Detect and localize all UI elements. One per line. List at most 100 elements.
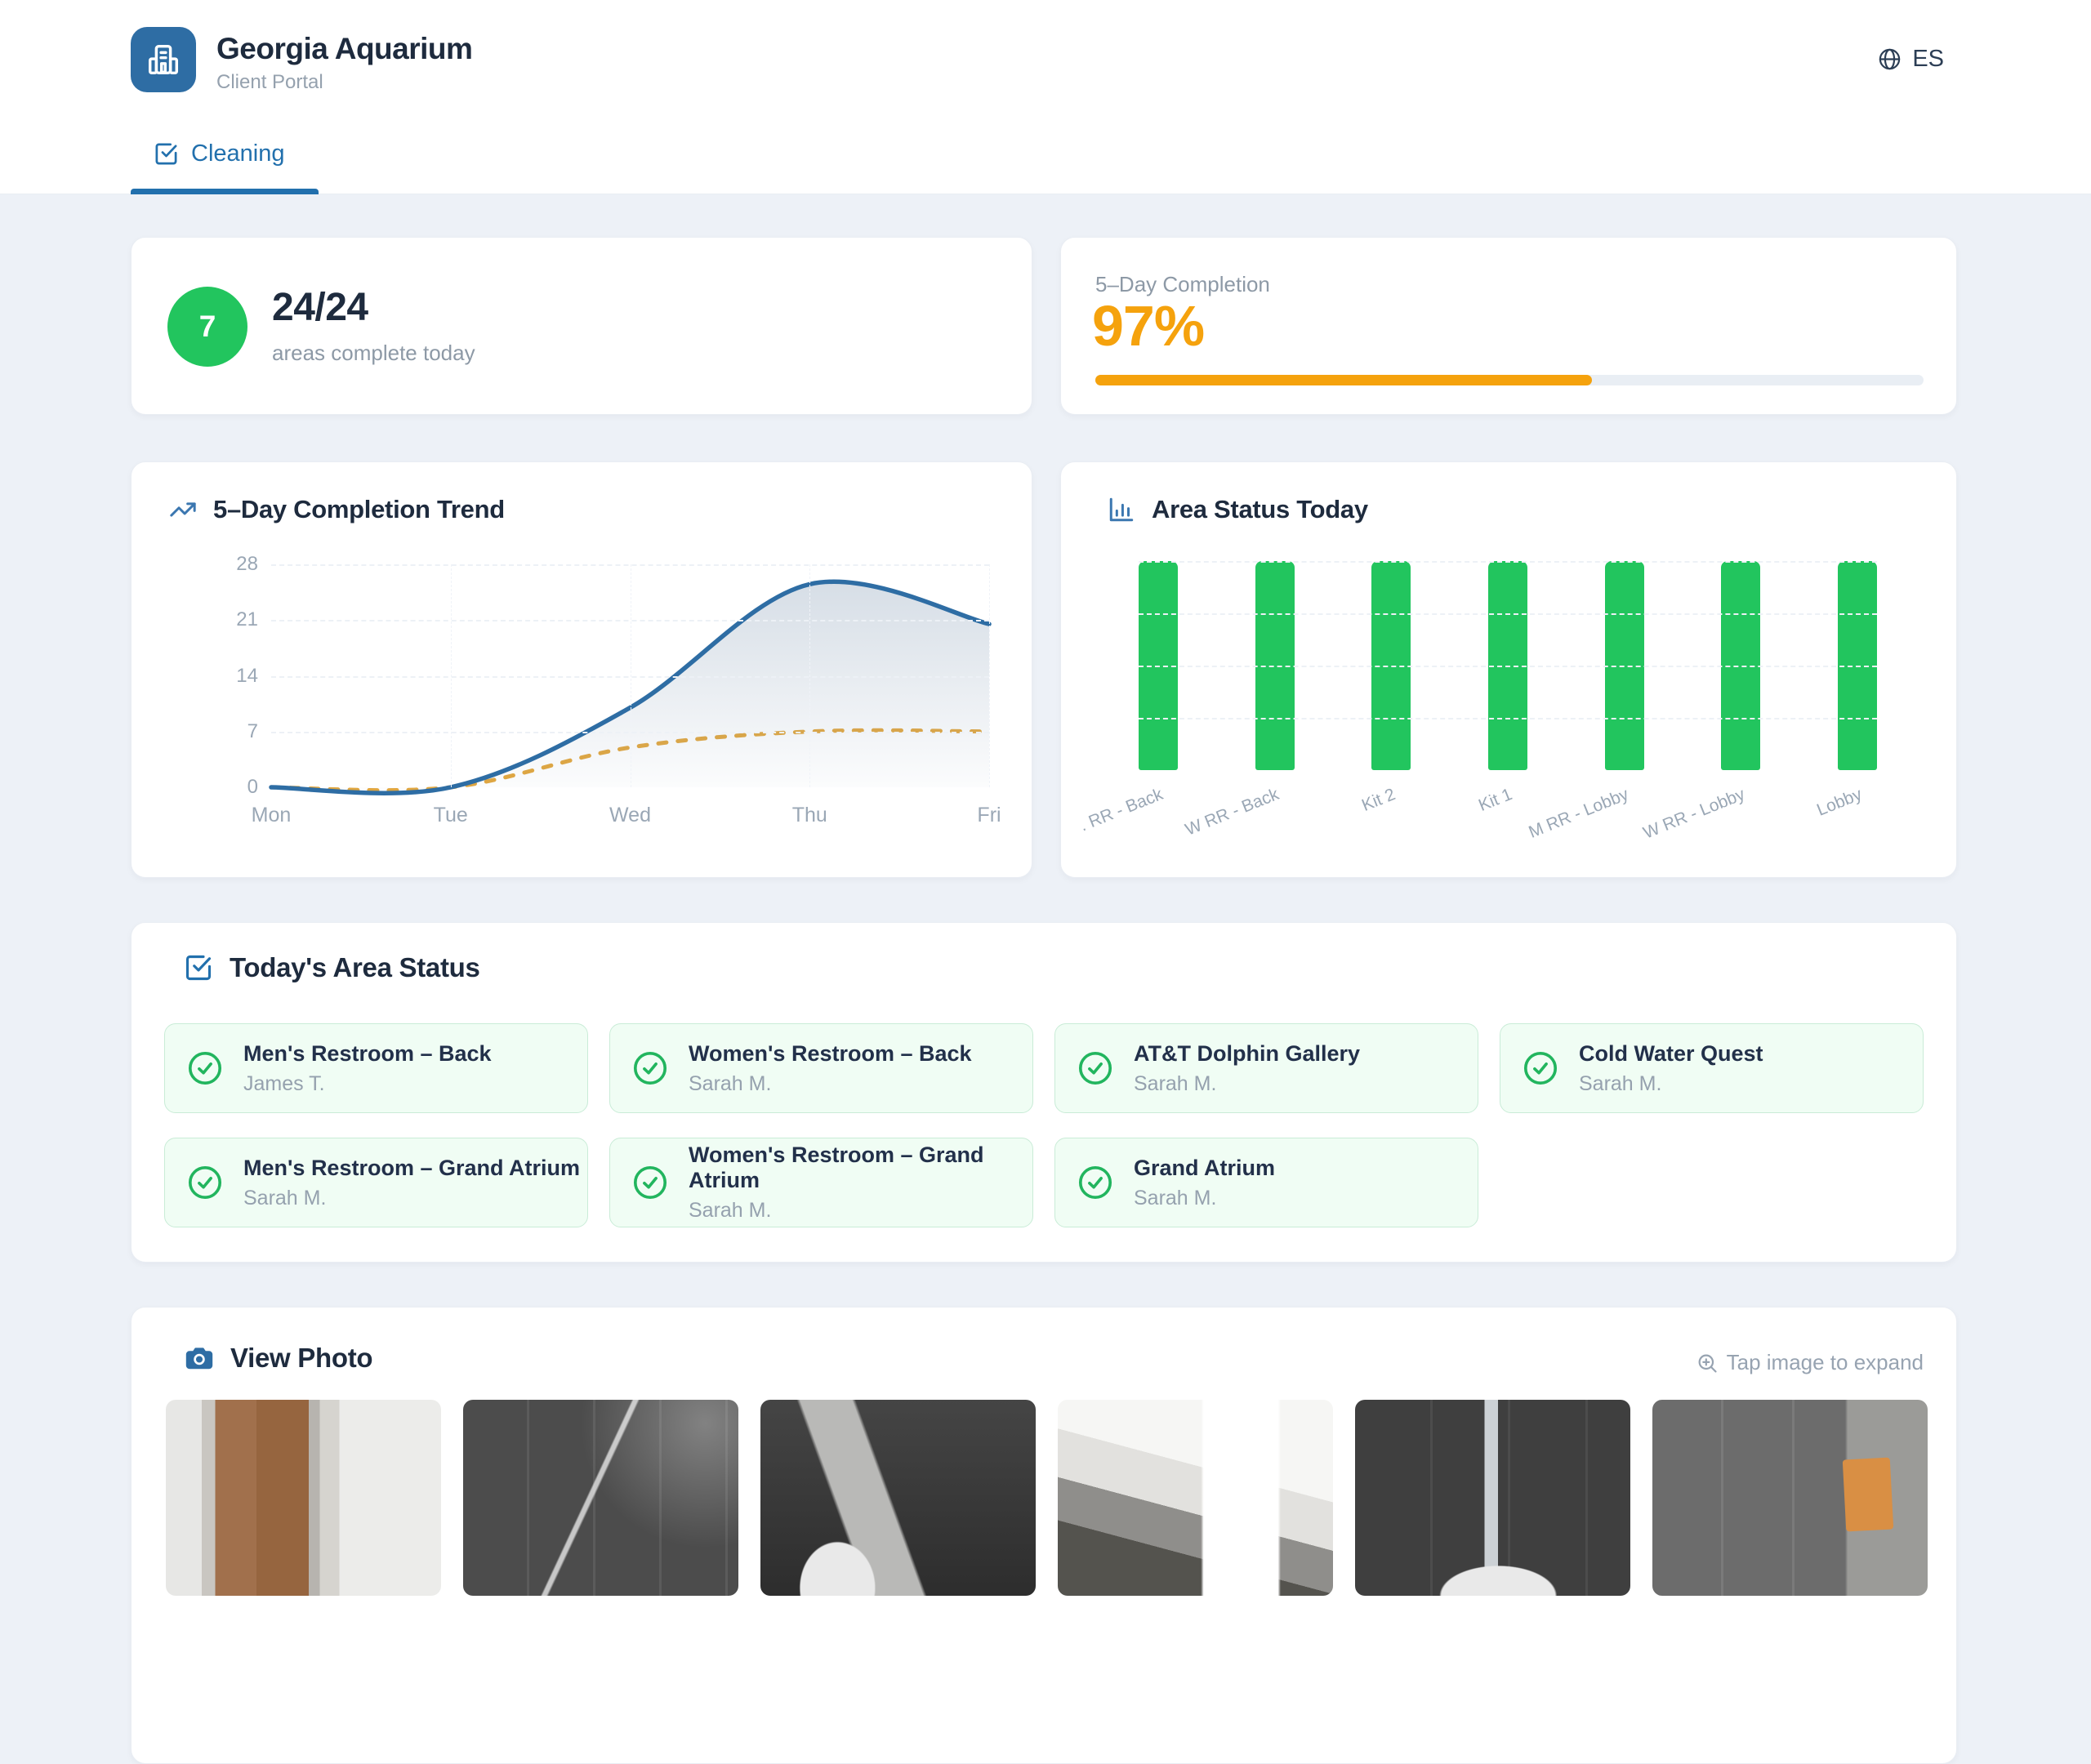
area-name: Grand Atrium bbox=[1134, 1155, 1276, 1180]
trend-chart-title: 5–Day Completion Trend bbox=[213, 495, 505, 523]
area-status-tile: Men's Restroom – Grand Atrium Sarah M. bbox=[164, 1138, 588, 1227]
areas-complete-card: 7 24/24 areas complete today bbox=[131, 237, 1032, 415]
language-label: ES bbox=[1912, 46, 1944, 72]
area-name: Men's Restroom – Back bbox=[243, 1040, 492, 1066]
area-name: AT&T Dolphin Gallery bbox=[1134, 1040, 1361, 1066]
today-area-status-card: Today's Area Status Men's Restroom – Bac… bbox=[131, 922, 1957, 1263]
dispenser-wall-photo[interactable] bbox=[760, 1400, 1036, 1596]
areas-complete-caption: areas complete today bbox=[272, 341, 475, 365]
gridline bbox=[1139, 666, 1877, 667]
restroom-door-photo[interactable] bbox=[166, 1400, 441, 1596]
checkbox-check-icon bbox=[184, 953, 213, 982]
area-status-tile: Grand Atrium Sarah M. bbox=[1054, 1138, 1478, 1227]
page-title: Georgia Aquarium bbox=[216, 32, 473, 65]
y-tick-label: 7 bbox=[247, 719, 258, 742]
area-status-tile: Women's Restroom – Back Sarah M. bbox=[609, 1023, 1033, 1113]
active-tab-indicator bbox=[131, 189, 319, 194]
cleaner-name: Sarah M. bbox=[689, 1199, 772, 1222]
cleaner-name: Sarah M. bbox=[1134, 1186, 1217, 1209]
x-tick-label: Mon bbox=[251, 804, 292, 826]
gridline bbox=[1139, 561, 1877, 563]
area-name: Women's Restroom – Grand Atrium bbox=[689, 1143, 984, 1192]
cleaner-name: Sarah M. bbox=[689, 1071, 772, 1095]
sink-and-pipe-photo[interactable] bbox=[1355, 1400, 1630, 1596]
cleaner-name: Sarah M. bbox=[1134, 1071, 1217, 1095]
circle-check-icon bbox=[631, 1164, 669, 1201]
bar-chart-plot-area: . RR - Back W RR - Back Kit 2 Kit 1 M RR - L… bbox=[1077, 561, 1877, 843]
circle-check-icon bbox=[186, 1049, 224, 1087]
x-tick-label: Wed bbox=[609, 804, 651, 826]
completion-label: 5–Day Completion bbox=[1095, 272, 1270, 296]
tab-cleaning[interactable]: Cleaning bbox=[154, 140, 284, 167]
bar-category-label: Lobby bbox=[1813, 785, 1865, 820]
view-photo-card: View Photo Tap image to expand bbox=[131, 1307, 1957, 1764]
circle-check-icon bbox=[186, 1164, 224, 1201]
area-name: Men's Restroom – Grand Atrium bbox=[243, 1155, 580, 1180]
y-tick-label: 14 bbox=[236, 664, 258, 687]
gridline bbox=[1139, 613, 1877, 615]
gridline bbox=[450, 564, 452, 787]
app-header: Georgia Aquarium Client Portal ES Cleani… bbox=[0, 0, 2091, 194]
ceiling-view-photo[interactable] bbox=[1058, 1400, 1333, 1596]
y-tick-label: 28 bbox=[236, 553, 258, 575]
tile-wall-sign-photo[interactable] bbox=[1652, 1400, 1928, 1596]
bar-category-label: M RR - Lobby bbox=[1526, 785, 1632, 842]
language-switcher[interactable]: ES bbox=[1877, 46, 1944, 73]
bar-category-label: Kit 1 bbox=[1475, 785, 1515, 816]
area-status-tile-grid: Men's Restroom – Back James T. Women's Res… bbox=[164, 1023, 1924, 1227]
dark-tile-wall-photo[interactable] bbox=[463, 1400, 738, 1596]
camera-icon bbox=[185, 1343, 214, 1373]
area-name: Women's Restroom – Back bbox=[689, 1040, 972, 1066]
trending-up-icon bbox=[169, 496, 197, 523]
area-status-tile: Men's Restroom – Back James T. bbox=[164, 1023, 588, 1113]
gridline bbox=[1139, 718, 1877, 719]
photos-hint: Tap image to expand bbox=[1696, 1350, 1924, 1375]
area-name: Cold Water Quest bbox=[1579, 1040, 1763, 1066]
bar-category-label: W RR - Back bbox=[1183, 785, 1282, 840]
x-tick-label: Tue bbox=[433, 804, 468, 826]
area-status-section-title: Today's Area Status bbox=[230, 952, 480, 982]
view-photo-title: View Photo bbox=[230, 1343, 373, 1373]
cleaner-name: Sarah M. bbox=[1579, 1071, 1662, 1095]
area-status-tile: Women's Restroom – Grand Atrium Sarah M. bbox=[609, 1138, 1033, 1227]
areas-complete-ratio: 24/24 bbox=[272, 286, 368, 329]
app-logo bbox=[131, 27, 196, 92]
bar-chart-icon bbox=[1108, 496, 1135, 523]
circle-check-icon bbox=[631, 1049, 669, 1087]
bar-category-label: . RR - Back bbox=[1077, 785, 1166, 835]
cleaner-name: Sarah M. bbox=[243, 1186, 327, 1209]
globe-icon bbox=[1877, 47, 1902, 72]
circle-check-icon bbox=[1522, 1049, 1559, 1087]
area-status-tile: Cold Water Quest Sarah M. bbox=[1500, 1023, 1924, 1113]
x-tick-label: Thu bbox=[791, 804, 827, 826]
photos-hint-label: Tap image to expand bbox=[1726, 1350, 1924, 1374]
y-tick-label: 21 bbox=[236, 608, 258, 631]
brand-text: Georgia Aquarium Client Portal bbox=[216, 27, 473, 94]
page-subtitle: Client Portal bbox=[216, 71, 323, 93]
circle-check-icon bbox=[1077, 1164, 1114, 1201]
bar-category-label: Kit 2 bbox=[1359, 785, 1398, 816]
trend-plot-area bbox=[269, 564, 992, 795]
cleaner-name: James T. bbox=[243, 1071, 325, 1095]
checkbox-check-icon bbox=[154, 141, 179, 167]
completion-progress-bar bbox=[1095, 375, 1924, 385]
bar-category-label: W RR - Lobby bbox=[1641, 785, 1748, 843]
tab-label: Cleaning bbox=[191, 140, 285, 167]
gridline bbox=[809, 564, 811, 787]
brand: Georgia Aquarium Client Portal bbox=[131, 27, 473, 94]
area-status-tile: AT&T Dolphin Gallery Sarah M. bbox=[1054, 1023, 1478, 1113]
five-day-completion-card: 5–Day Completion 97% bbox=[1060, 237, 1957, 415]
trend-y-axis: 0 7 14 21 28 bbox=[181, 553, 258, 798]
areas-count-badge: 7 bbox=[167, 287, 247, 367]
y-tick-label: 0 bbox=[247, 776, 258, 798]
completion-percent: 97% bbox=[1092, 294, 1205, 358]
circle-check-icon bbox=[1077, 1049, 1114, 1087]
area-status-chart-card: Area Status Today . RR - Back W RR - Back… bbox=[1060, 461, 1957, 878]
bar-chart-title: Area Status Today bbox=[1152, 495, 1368, 523]
zoom-in-icon bbox=[1696, 1352, 1719, 1374]
completion-progress-fill bbox=[1095, 375, 1593, 385]
trend-chart-card: 5–Day Completion Trend 0 7 14 21 28 Mon Tue We… bbox=[131, 461, 1032, 878]
x-tick-label: Fri bbox=[977, 804, 1001, 826]
building-icon bbox=[145, 41, 182, 78]
gridline bbox=[989, 564, 990, 787]
